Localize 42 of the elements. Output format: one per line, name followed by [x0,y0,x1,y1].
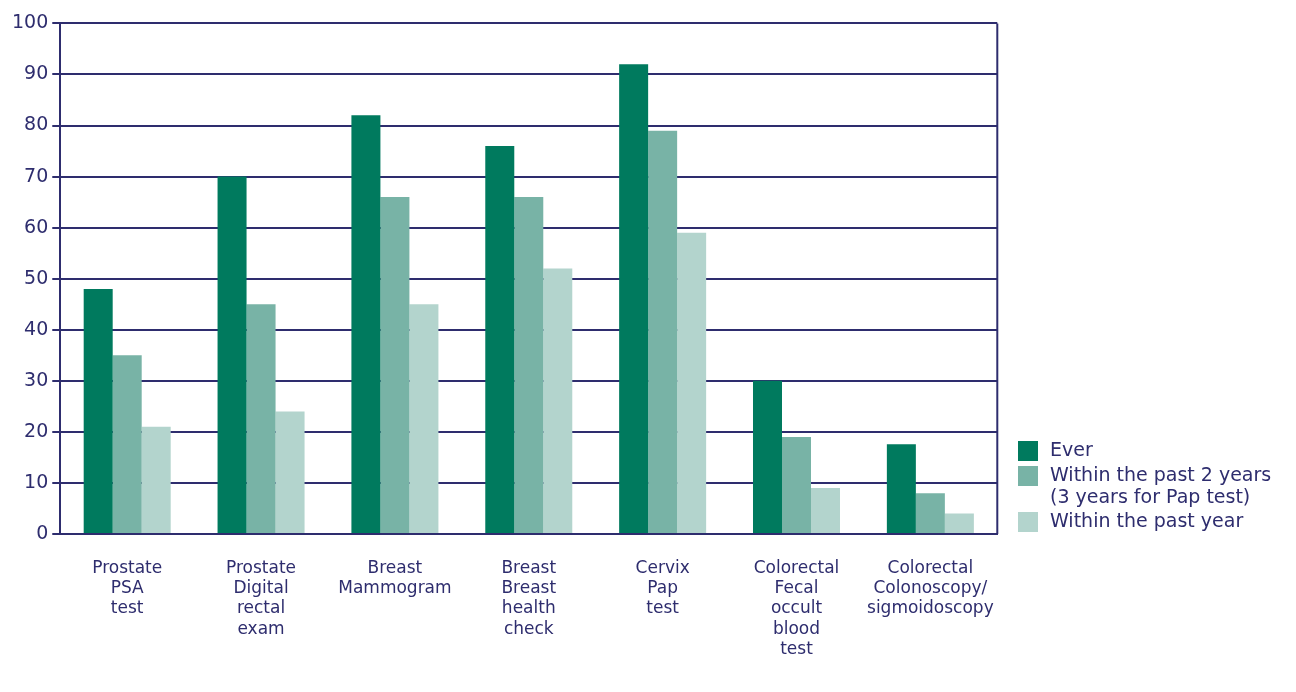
y-tick-label: 30 [24,367,49,390]
bar [782,436,811,533]
bar [811,488,841,533]
x-tick-label: Breast Mammogram [338,556,452,598]
bar [886,444,916,533]
y-tick-label: 10 [24,469,49,492]
y-tick-label: 40 [24,316,49,339]
bar [351,115,381,533]
bar [141,426,171,533]
bar [246,304,276,533]
x-tick-label: Cervix Pap test [635,556,690,618]
x-tick-label: Prostate Digital rectal exam [226,556,297,638]
x-tick-label: Prostate PSA test [92,556,163,618]
y-tick-label: 100 [12,10,49,33]
bar [409,304,439,533]
bar [83,288,113,533]
bar [619,64,649,533]
bar [112,355,142,533]
bar [485,145,515,533]
bar [217,176,247,533]
y-tick-label: 50 [24,265,49,288]
y-tick-label: 0 [36,520,49,543]
bar [514,197,544,533]
bar [648,130,678,533]
x-tick-label: Breast Breast health check [501,556,557,638]
x-tick-label: Colorectal Fecal occult blood test [753,556,840,659]
bar [944,513,974,533]
legend-label: Ever [1050,438,1093,460]
y-tick-label: 70 [24,163,49,186]
bar [677,232,707,533]
bar [380,197,410,533]
legend-label: Within the past 2 years (3 years for Pap test) [1050,463,1273,507]
y-tick-label: 60 [24,214,49,237]
bar [275,411,305,533]
bar [543,268,573,533]
y-tick-label: 20 [24,418,49,441]
y-tick-label: 80 [24,112,49,135]
legend-label: Within the past year [1050,509,1244,531]
bar [753,380,782,533]
x-tick-label: Colorectal Colonoscopy/ sigmoidoscopy [867,556,994,618]
y-tick-label: 90 [24,61,49,84]
bar [915,493,945,533]
